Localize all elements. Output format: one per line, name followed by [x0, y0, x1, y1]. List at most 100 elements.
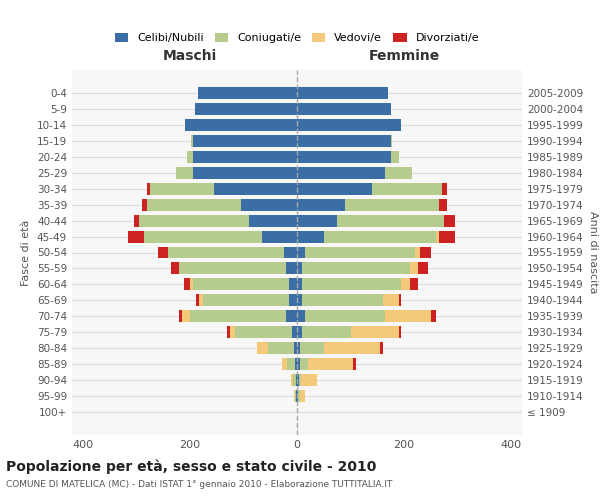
Bar	[297, 102, 391, 115]
Legend: Celibi/Nubili, Coniugati/e, Vedovi/e, Divorziati/e: Celibi/Nubili, Coniugati/e, Vedovi/e, Di…	[110, 28, 484, 48]
Bar	[179, 310, 182, 322]
Bar	[296, 374, 297, 386]
Bar	[297, 310, 305, 322]
Bar	[190, 278, 193, 290]
Bar	[196, 294, 199, 306]
Bar	[415, 246, 420, 258]
Bar	[308, 358, 353, 370]
Bar	[324, 342, 380, 354]
Bar	[287, 358, 295, 370]
Bar	[420, 246, 431, 258]
Bar	[147, 182, 149, 194]
Bar	[297, 262, 302, 274]
Bar	[297, 118, 401, 130]
Bar	[299, 390, 305, 402]
Bar	[193, 166, 297, 178]
Bar	[128, 230, 145, 242]
Bar	[176, 166, 193, 178]
Bar	[305, 246, 415, 258]
Bar	[191, 134, 193, 146]
Bar	[297, 374, 299, 386]
Bar	[199, 294, 203, 306]
Bar	[383, 294, 399, 306]
Bar	[385, 166, 412, 178]
Bar	[391, 150, 399, 162]
Bar	[391, 134, 392, 146]
Bar	[286, 310, 297, 322]
Bar	[286, 262, 297, 274]
Bar	[203, 294, 289, 306]
Bar	[297, 326, 302, 338]
Bar	[297, 230, 324, 242]
Bar	[257, 342, 268, 354]
Text: Femmine: Femmine	[368, 48, 440, 62]
Bar	[182, 310, 190, 322]
Bar	[249, 214, 297, 226]
Bar	[149, 182, 214, 194]
Bar	[187, 150, 193, 162]
Bar	[289, 278, 297, 290]
Bar	[193, 134, 297, 146]
Bar	[145, 230, 262, 242]
Bar	[324, 230, 436, 242]
Text: Maschi: Maschi	[163, 48, 217, 62]
Bar	[299, 342, 324, 354]
Bar	[297, 182, 372, 194]
Bar	[297, 342, 299, 354]
Bar	[399, 294, 401, 306]
Bar	[302, 262, 409, 274]
Bar	[399, 326, 401, 338]
Bar	[302, 278, 401, 290]
Bar	[295, 358, 297, 370]
Bar	[185, 278, 190, 290]
Bar	[293, 374, 296, 386]
Bar	[431, 310, 436, 322]
Bar	[262, 230, 297, 242]
Bar	[380, 342, 383, 354]
Bar	[299, 374, 301, 386]
Bar	[350, 326, 399, 338]
Bar	[297, 166, 385, 178]
Bar	[195, 102, 297, 115]
Bar	[241, 198, 297, 210]
Bar	[169, 246, 284, 258]
Bar	[442, 182, 447, 194]
Bar	[299, 358, 308, 370]
Bar	[445, 214, 455, 226]
Bar	[302, 294, 383, 306]
Bar	[235, 326, 292, 338]
Bar	[418, 262, 428, 274]
Bar	[297, 86, 388, 99]
Bar	[292, 326, 297, 338]
Bar	[193, 150, 297, 162]
Bar	[290, 374, 293, 386]
Bar	[301, 374, 317, 386]
Bar	[134, 214, 139, 226]
Y-axis label: Anni di nascita: Anni di nascita	[587, 211, 598, 294]
Bar	[139, 214, 249, 226]
Bar	[268, 342, 295, 354]
Bar	[158, 246, 169, 258]
Bar	[439, 198, 447, 210]
Bar	[297, 134, 391, 146]
Bar	[171, 262, 179, 274]
Bar	[190, 310, 286, 322]
Bar	[401, 278, 409, 290]
Bar	[345, 198, 439, 210]
Bar	[439, 230, 455, 242]
Bar	[289, 294, 297, 306]
Bar	[185, 118, 297, 130]
Bar	[282, 358, 287, 370]
Bar	[305, 310, 385, 322]
Bar	[409, 262, 418, 274]
Bar	[297, 246, 305, 258]
Bar	[337, 214, 445, 226]
Bar	[142, 198, 147, 210]
Bar	[302, 326, 350, 338]
Text: COMUNE DI MATELICA (MC) - Dati ISTAT 1° gennaio 2010 - Elaborazione TUTTITALIA.I: COMUNE DI MATELICA (MC) - Dati ISTAT 1° …	[6, 480, 392, 489]
Bar	[297, 294, 302, 306]
Bar	[295, 342, 297, 354]
Bar	[214, 182, 297, 194]
Bar	[193, 278, 289, 290]
Bar	[179, 262, 286, 274]
